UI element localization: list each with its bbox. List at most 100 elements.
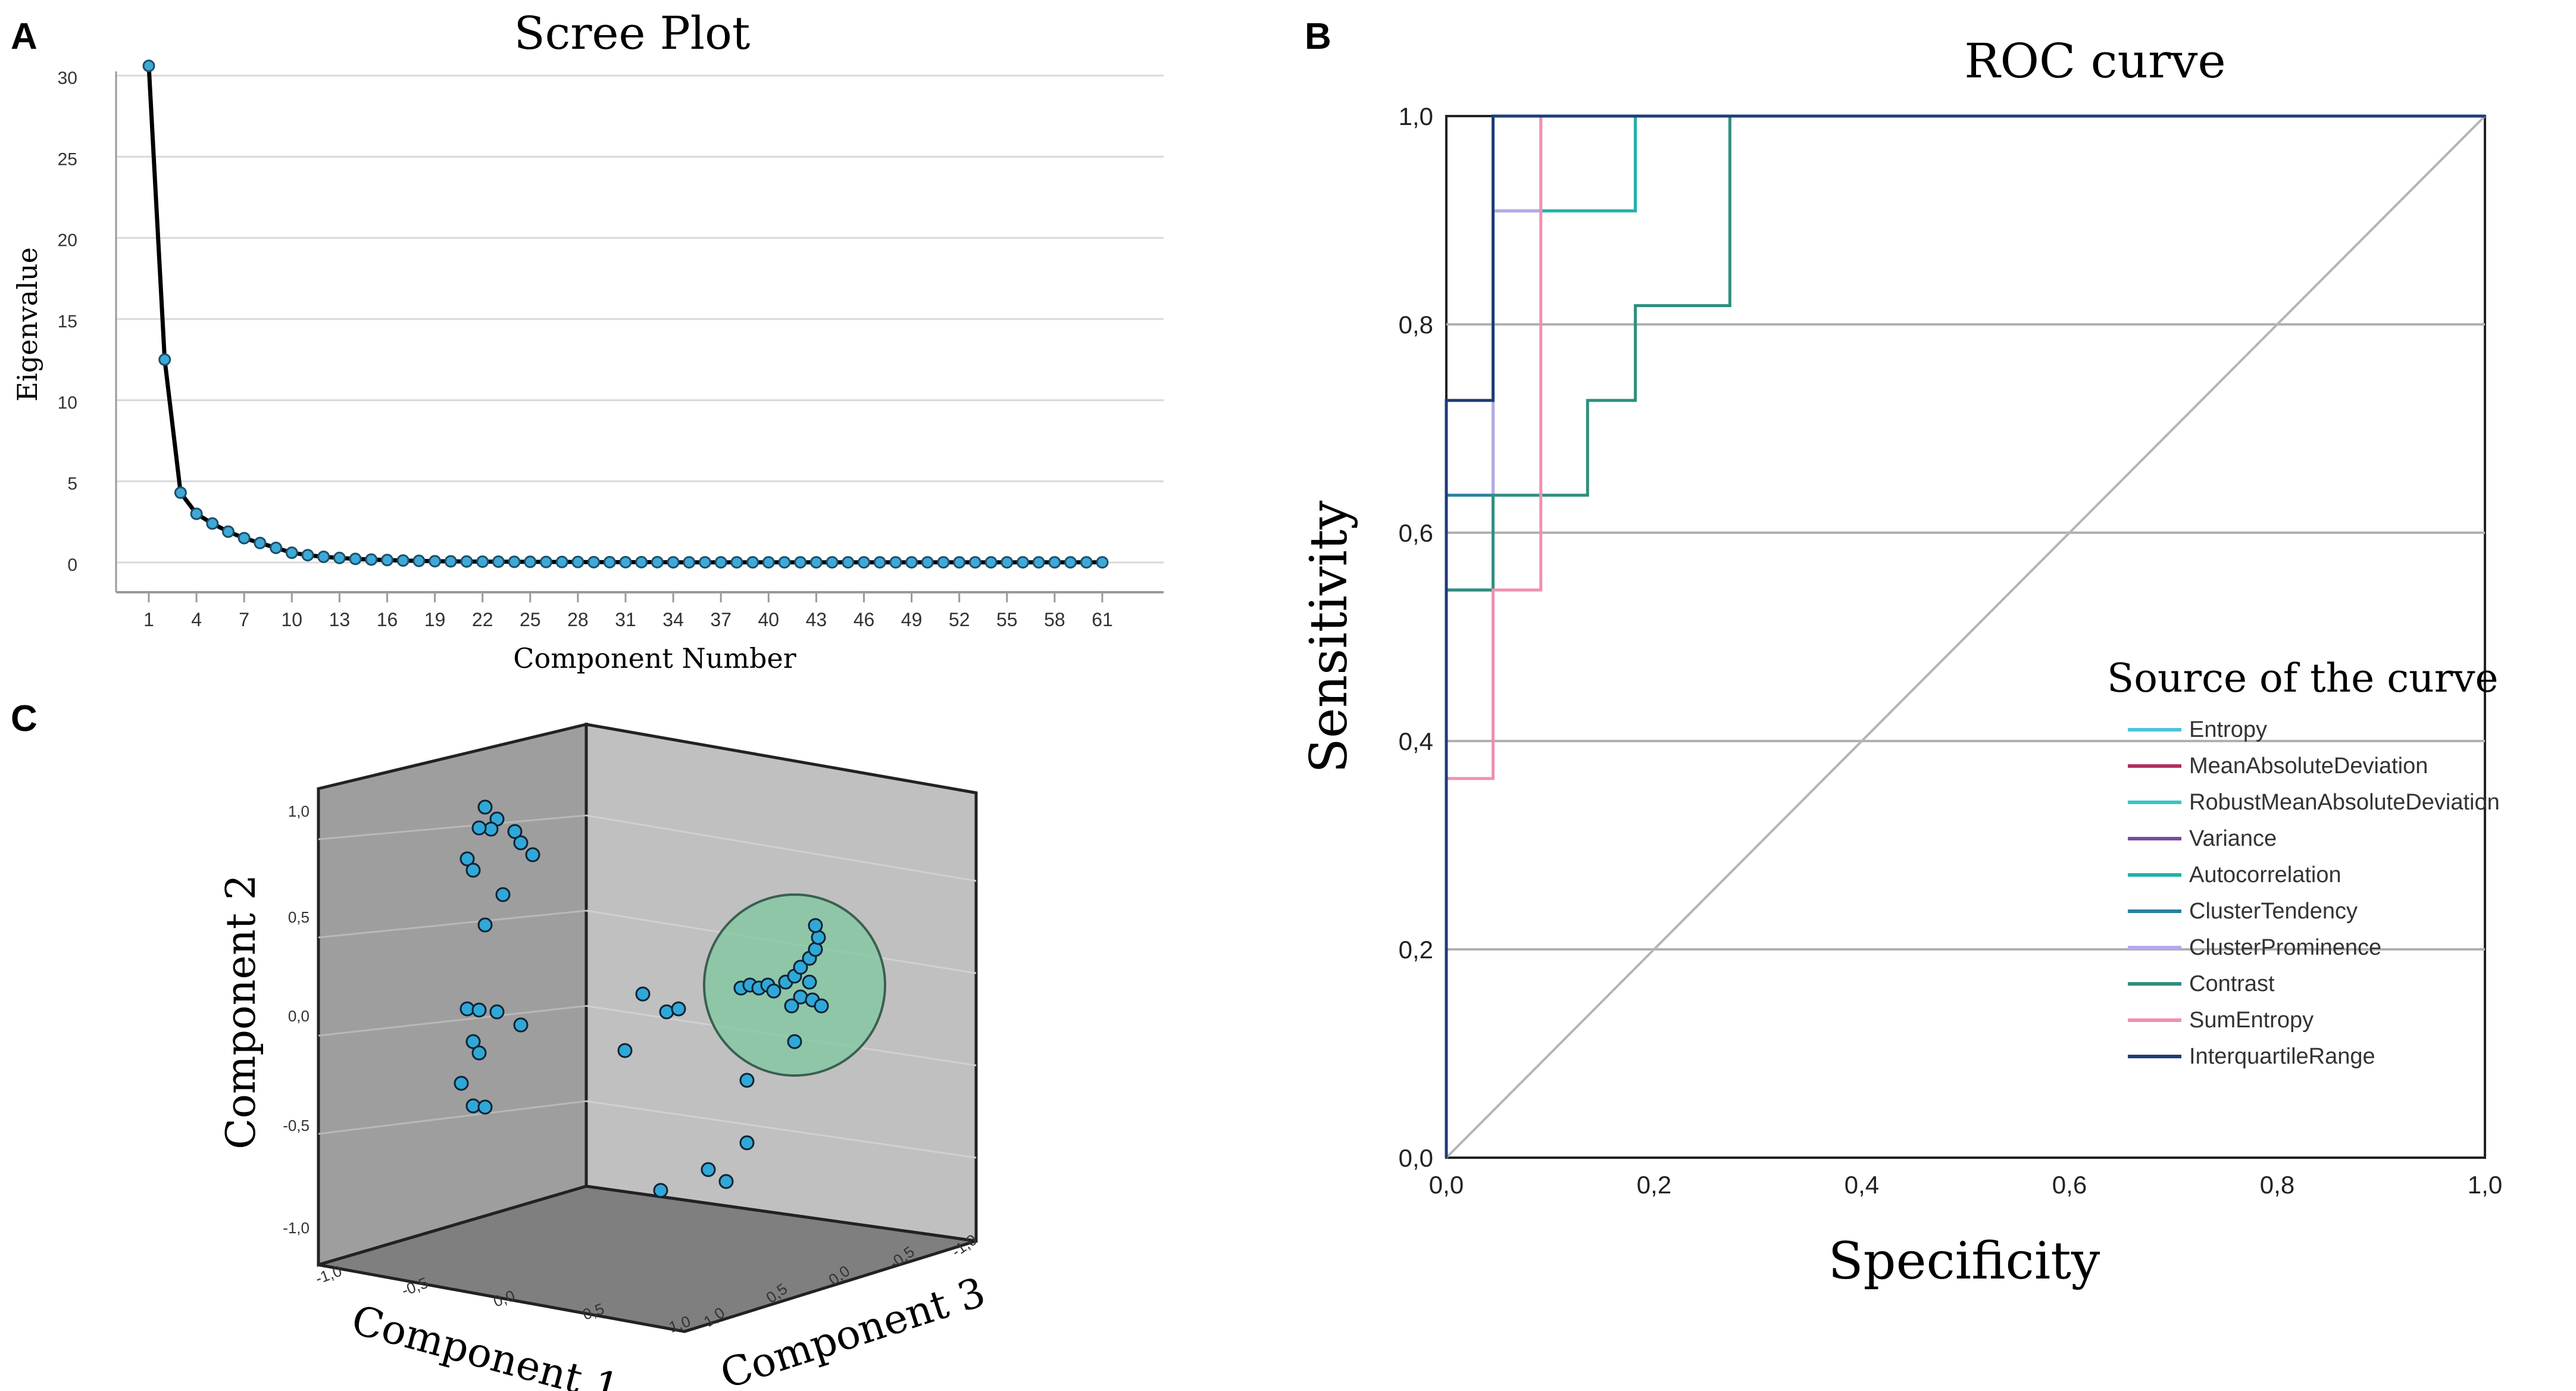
scree-x-tick-label: 46 [854, 609, 875, 630]
scree-point [174, 486, 187, 499]
scatter-point [814, 998, 829, 1014]
scree-point [429, 555, 442, 568]
scatter-point [471, 1002, 487, 1018]
scree-x-tick-label: 49 [901, 609, 923, 630]
roc-y-tick-label: 0,0 [1399, 1144, 1433, 1172]
legend-item-label: RobustMeanAbsoluteDeviation [2189, 790, 2500, 815]
scatter-point [513, 1017, 529, 1033]
scatter-point [793, 959, 808, 975]
roc-reference-diagonal [1445, 115, 2486, 1159]
scree-point [714, 556, 727, 569]
scree-point [683, 556, 696, 569]
scree-point [873, 556, 886, 569]
scatter-point [513, 835, 529, 851]
scree-x-ticks: 1 4 7 10 13 16 19 22 25 28 31 34 37 40 43 46 49 52 55 58 61 [143, 592, 1113, 630]
scree-x-tick-label: 22 [472, 609, 493, 630]
scatter-point [454, 1076, 469, 1091]
scree-point [953, 556, 966, 569]
roc-y-tick-label: 0,4 [1399, 727, 1433, 755]
scree-point [142, 60, 155, 73]
wall-gridline [318, 1005, 587, 1037]
roc-plot: ROC curve 0,00,20,40,60,81,0 0,0 0,2 0,4 0,… [1299, 33, 2502, 1291]
scree-point [381, 554, 393, 567]
scatter-point [477, 917, 493, 933]
pca-3d-scatter: -1,0-0,50,00,51,0 -1,0 -0,5 0,00,51,0 1,00… [218, 722, 991, 1391]
scree-point [858, 556, 870, 569]
scatter-point [808, 942, 823, 957]
component2-tick-label: -0,5 [283, 1117, 310, 1134]
roc-y-tick-label: 1,0 [1399, 102, 1433, 130]
panel-label-c: C [11, 698, 37, 739]
scatter-point [739, 1135, 755, 1151]
scree-point [809, 556, 823, 569]
legend-item-label: Autocorrelation [2189, 862, 2341, 887]
scree-x-tick-label: 37 [710, 609, 731, 630]
scatter-point [766, 983, 781, 999]
scree-point [237, 532, 251, 545]
floor [318, 1184, 977, 1333]
scatter-point [471, 820, 487, 836]
scree-point [1017, 556, 1029, 569]
scree-x-tick-label: 10 [282, 609, 303, 630]
roc-x-ticks: 0,0 0,2 0,4 0,6 0,8 1,0 [1429, 1171, 2502, 1199]
scree-point [540, 555, 552, 568]
roc-x-tick-label: 0,0 [1429, 1171, 1464, 1199]
scatter-point [459, 851, 475, 867]
scatter-point [635, 986, 651, 1002]
scatter-point [811, 930, 826, 945]
scree-y-tick-label: 25 [58, 149, 77, 169]
scree-y-tick-label: 20 [58, 231, 77, 251]
legend-item-label: SumEntropy [2189, 1008, 2314, 1033]
scatter-point [653, 1183, 668, 1198]
scree-y-tick-label: 0 [67, 555, 77, 575]
scatter-points [454, 799, 829, 1198]
roc-x-tick-label: 0,2 [1637, 1171, 1671, 1199]
roc-x-tick-label: 1,0 [2468, 1171, 2502, 1199]
scree-point [619, 555, 632, 568]
scree-point [270, 541, 283, 554]
roc-x-tick-label: 0,6 [2052, 1171, 2087, 1199]
scree-point [222, 525, 235, 538]
scatter-point [784, 998, 799, 1014]
scatter-point [471, 1045, 487, 1061]
scatter-point [701, 1162, 716, 1177]
scree-x-tick-label: 1 [143, 609, 154, 630]
roc-legend: Source of the curve Entropy MeanAbsoluteD… [2107, 655, 2500, 1069]
scree-point [412, 554, 426, 567]
scree-plot: Scree Plot 0 5 10 15 20 25 30 1 4 7 10 13 16 19 22 25 2… [11, 7, 1164, 674]
component2-tick-label: 0,5 [288, 908, 310, 926]
scree-x-tick-label: 19 [424, 609, 446, 630]
scree-point [492, 555, 505, 568]
roc-y-label: Sensitivity [1299, 501, 1359, 774]
scree-point [333, 551, 346, 564]
component2-label: Component 2 [218, 874, 265, 1149]
roc-title: ROC curve [1964, 33, 2226, 89]
roc-y-tick-label: 0,8 [1399, 311, 1433, 339]
scree-point [349, 552, 362, 565]
scree-point [190, 507, 203, 520]
wall-gridline [586, 1100, 977, 1159]
roc-series-group [1445, 114, 2485, 1158]
scree-point [968, 556, 981, 569]
roc-x-tick-label: 0,4 [1845, 1171, 1879, 1199]
roc-y-tick-label: 0,2 [1399, 936, 1433, 964]
scree-title: Scree Plot [514, 7, 751, 60]
scree-x-tick-label: 4 [191, 609, 202, 630]
legend-items: Entropy MeanAbsoluteDeviation RobustMeanAb… [2128, 717, 2500, 1069]
scree-point [317, 550, 330, 563]
scree-point [524, 555, 537, 568]
legend-item-label: Variance [2189, 826, 2277, 851]
scatter-point [671, 1001, 686, 1017]
scree-x-tick-label: 58 [1044, 609, 1065, 630]
scatter-point [489, 1004, 505, 1020]
scree-point [937, 556, 950, 569]
scree-point [571, 555, 584, 568]
scree-point [587, 555, 601, 568]
scatter-point [802, 974, 817, 990]
legend-item-label: ClusterProminence [2189, 935, 2381, 960]
scree-x-tick-label: 28 [567, 609, 589, 630]
scree-point [1001, 556, 1014, 569]
panel-label-a: A [11, 16, 37, 57]
scree-point [206, 517, 219, 530]
